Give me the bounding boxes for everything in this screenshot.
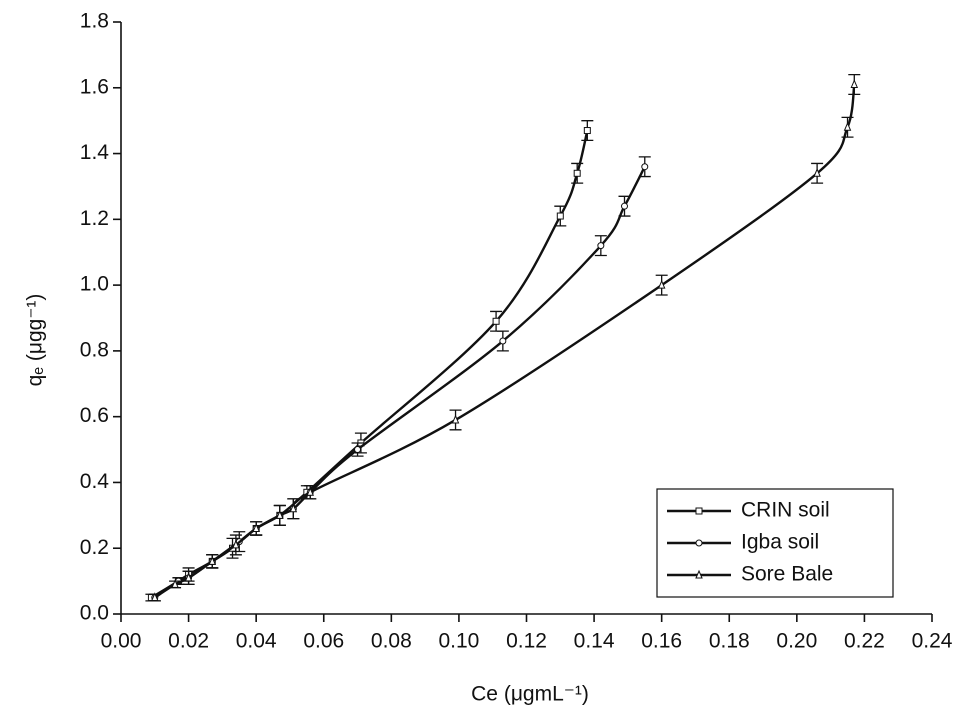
series-line bbox=[150, 130, 589, 599]
y-tick-label: 0.6 bbox=[80, 404, 109, 427]
marker bbox=[184, 572, 193, 582]
x-tick-label: 0.16 bbox=[641, 630, 682, 653]
marker bbox=[843, 121, 852, 131]
marker bbox=[451, 414, 460, 424]
marker bbox=[289, 503, 298, 513]
legend-label: Igba soil bbox=[741, 531, 819, 554]
x-tick-label: 0.08 bbox=[371, 630, 412, 653]
marker bbox=[354, 446, 362, 454]
x-tick-label: 0.14 bbox=[574, 630, 615, 653]
marker bbox=[657, 279, 666, 289]
x-tick-label: 0.18 bbox=[709, 630, 750, 653]
y-tick-label: 0.4 bbox=[80, 470, 110, 493]
marker bbox=[573, 169, 581, 177]
legend-marker bbox=[695, 507, 703, 515]
legend-label: CRIN soil bbox=[741, 499, 830, 522]
x-tick-label: 0.22 bbox=[844, 630, 885, 653]
marker bbox=[232, 539, 240, 549]
x-tick-label: 0.00 bbox=[101, 630, 142, 653]
x-tick-label: 0.12 bbox=[506, 630, 547, 653]
legend-marker bbox=[695, 569, 703, 579]
y-tick-label: 0.0 bbox=[80, 602, 109, 625]
y-tick-label: 0.8 bbox=[80, 338, 109, 361]
x-tick-label: 0.24 bbox=[912, 630, 953, 653]
legend-label: Sore Bale bbox=[741, 563, 833, 586]
marker bbox=[620, 202, 628, 210]
y-tick-label: 0.2 bbox=[80, 536, 109, 559]
marker bbox=[276, 510, 284, 519]
marker bbox=[597, 242, 605, 250]
x-axis-label: Ce (μgmL⁻¹) bbox=[471, 683, 589, 706]
series-line bbox=[154, 166, 646, 599]
marker bbox=[252, 523, 260, 532]
marker bbox=[492, 317, 500, 325]
x-tick-label: 0.06 bbox=[303, 630, 344, 653]
marker bbox=[306, 487, 314, 496]
marker bbox=[583, 127, 591, 135]
y-tick-label: 1.4 bbox=[80, 141, 110, 164]
marker bbox=[208, 556, 216, 565]
y-tick-label: 1.2 bbox=[80, 207, 109, 230]
x-tick-label: 0.20 bbox=[776, 630, 817, 653]
marker bbox=[499, 337, 507, 345]
marker bbox=[813, 168, 821, 177]
y-tick-label: 1.6 bbox=[80, 75, 109, 98]
marker bbox=[556, 212, 564, 220]
y-tick-label: 1.8 bbox=[80, 10, 109, 33]
marker bbox=[850, 79, 859, 88]
legend-marker bbox=[695, 539, 703, 547]
x-tick-label: 0.02 bbox=[168, 630, 209, 653]
y-axis-label: qₑ (μgg⁻¹) bbox=[24, 294, 47, 387]
y-tick-label: 1.0 bbox=[80, 273, 109, 296]
x-tick-label: 0.10 bbox=[438, 630, 479, 653]
x-tick-label: 0.04 bbox=[236, 630, 277, 653]
marker bbox=[151, 592, 159, 602]
marker bbox=[171, 579, 179, 588]
marker bbox=[641, 163, 649, 171]
